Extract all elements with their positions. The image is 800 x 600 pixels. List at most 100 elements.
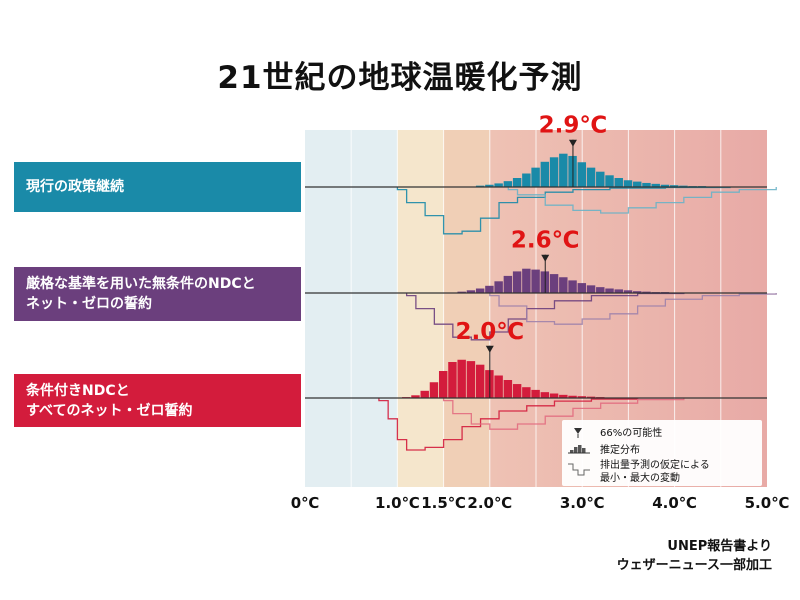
source-line: ウェザーニュース一部加工 xyxy=(616,558,772,573)
histogram-bar xyxy=(568,395,577,398)
histogram-bar xyxy=(540,392,550,398)
central-estimate-label: 2.6℃ xyxy=(511,228,580,254)
histogram-bar xyxy=(586,167,596,187)
histogram-bar xyxy=(457,291,466,293)
histogram-bar xyxy=(522,387,531,398)
scenario-label-unconditional-ndc: 厳格な基準を用いた無条件のNDCと ネット・ゼロの誓約 xyxy=(14,267,301,321)
x-tick-label: 5.0℃ xyxy=(745,494,790,512)
x-tick-label: 2.0℃ xyxy=(467,494,512,512)
band-1-5c-2c xyxy=(443,130,490,487)
histogram-bar xyxy=(614,178,623,187)
histogram-bar xyxy=(522,173,531,187)
x-tick-label: 4.0℃ xyxy=(652,494,697,512)
legend-histogram-icon xyxy=(574,447,578,453)
histogram-bar xyxy=(503,380,513,398)
max-variation-line xyxy=(507,187,777,214)
histogram-bar xyxy=(642,182,651,187)
scenario-label-text: 条件付きNDCと すべてのネット・ゼロ誓約 xyxy=(26,381,192,421)
x-tick-label: 0℃ xyxy=(291,494,320,512)
histogram-bar xyxy=(679,185,688,187)
histogram-bar xyxy=(651,183,660,187)
histogram-bar xyxy=(605,175,614,187)
legend-range-label: 排出量予測の仮定による xyxy=(600,458,710,471)
histogram-bar xyxy=(475,185,485,187)
histogram-bar xyxy=(485,285,494,293)
legend-histogram-icon xyxy=(582,448,586,453)
histogram-bar xyxy=(531,269,540,293)
histogram-bar xyxy=(531,389,540,398)
histogram-bar xyxy=(559,153,568,187)
histogram-bar xyxy=(429,382,439,398)
histogram-bar xyxy=(438,371,448,398)
histogram-bar xyxy=(605,288,614,293)
scenario-label-line: ネット・ゼロの誓約 xyxy=(26,296,152,312)
legend-range-icon xyxy=(568,463,590,476)
histogram-bar xyxy=(420,390,429,398)
min-variation-line xyxy=(378,398,639,451)
histogram-bar xyxy=(540,161,550,187)
histogram-bar xyxy=(623,290,633,293)
histogram-bar xyxy=(633,291,642,293)
likely-range-marker xyxy=(485,345,494,353)
histogram-bar xyxy=(503,275,513,293)
histogram-bar xyxy=(466,361,476,398)
histogram-bar xyxy=(549,157,559,187)
histogram-bar xyxy=(512,178,522,187)
scenario-label-line: 現行の政策継続 xyxy=(26,179,124,195)
scenario-label-text: 厳格な基準を用いた無条件のNDCと ネット・ゼロの誓約 xyxy=(26,274,256,314)
scenario-label-line: すべてのネット・ゼロ誓約 xyxy=(26,402,193,419)
histogram-bar xyxy=(586,285,596,293)
legend-histogram-icon xyxy=(578,445,582,453)
scenario-label-line: 条件付きNDCと xyxy=(26,382,130,399)
histogram-bar xyxy=(485,184,494,187)
histogram-bar xyxy=(642,291,651,293)
histogram-bar xyxy=(475,288,485,293)
histogram-bar xyxy=(475,364,485,398)
scenario-label-line: 厳格な基準を用いた無条件のNDCと xyxy=(26,276,256,292)
histogram-bar xyxy=(457,359,466,398)
legend-histogram-icon xyxy=(570,450,574,453)
histogram-bar xyxy=(559,394,568,398)
min-variation-line xyxy=(396,186,731,235)
histogram-bar xyxy=(577,283,587,293)
legend-box xyxy=(562,420,762,486)
histogram-bar xyxy=(596,287,605,293)
histogram-bar xyxy=(577,396,587,398)
max-variation-line xyxy=(489,293,777,325)
histogram-bar xyxy=(448,362,457,398)
histogram-bar xyxy=(512,384,522,398)
min-variation-line xyxy=(405,292,685,341)
histogram-bar xyxy=(623,180,633,187)
histogram-bar xyxy=(559,277,568,293)
histogram-bar xyxy=(577,162,587,187)
x-tick-label: 1.5℃ xyxy=(421,494,466,512)
histogram-bar xyxy=(614,289,623,293)
histogram-bar xyxy=(411,395,420,398)
histogram-bar xyxy=(466,290,476,293)
histogram-bar xyxy=(522,268,531,293)
legend-likely-label: 66%の可能性 xyxy=(600,426,662,439)
histogram-bar xyxy=(494,375,503,398)
histogram-bar xyxy=(596,171,605,187)
histogram-bar xyxy=(568,280,577,293)
source-credit: UNEP報告書より ウェザーニュース一部加工 xyxy=(617,537,772,575)
central-estimate-label: 2.0℃ xyxy=(455,319,524,345)
legend-distribution-label: 推定分布 xyxy=(600,443,640,456)
histogram-bar xyxy=(633,181,642,187)
legend-likely-icon xyxy=(574,428,582,434)
histogram-bar xyxy=(531,167,540,187)
x-tick-label: 3.0℃ xyxy=(560,494,605,512)
max-variation-line xyxy=(442,398,685,430)
scenario-label-text: 現行の政策継続 xyxy=(26,177,124,197)
histogram-bar xyxy=(549,274,559,293)
likely-range-marker xyxy=(541,254,550,262)
page-title: 21世紀の地球温暖化予測 xyxy=(217,60,583,96)
likely-range-marker xyxy=(568,139,577,147)
histogram-bar xyxy=(660,184,670,187)
histogram-bar xyxy=(512,271,522,293)
source-line: UNEP報告書より xyxy=(667,539,772,554)
scenario-label-current-policy: 現行の政策継続 xyxy=(14,162,301,212)
histogram-bar xyxy=(494,183,503,187)
x-tick-label: 1.0℃ xyxy=(375,494,420,512)
